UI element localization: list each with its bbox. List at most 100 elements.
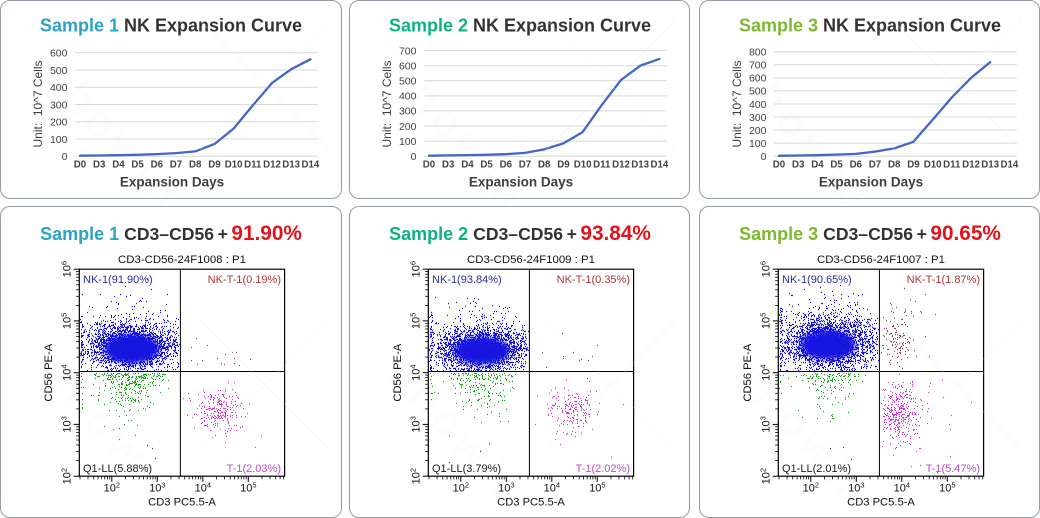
svg-text:102: 102 — [758, 468, 772, 484]
svg-text:200: 200 — [398, 121, 416, 133]
svg-text:NK-1(93.84%): NK-1(93.84%) — [432, 274, 502, 286]
svg-text:600: 600 — [398, 61, 416, 73]
svg-text:D4: D4 — [811, 160, 824, 171]
svg-text:D11: D11 — [244, 160, 262, 171]
svg-text:105: 105 — [758, 313, 772, 329]
svg-text:D6: D6 — [849, 160, 862, 171]
svg-text:100: 100 — [748, 138, 766, 150]
svg-text:Sample 2 NK Expansion Curve: Sample 2 NK Expansion Curve — [388, 15, 650, 35]
svg-text:D13: D13 — [981, 160, 999, 171]
svg-text:CD56 PE-A: CD56 PE-A — [392, 343, 404, 401]
svg-text:D12: D12 — [962, 160, 980, 171]
svg-text:D5: D5 — [131, 160, 144, 171]
svg-text:100: 100 — [398, 136, 416, 148]
svg-text:D8: D8 — [189, 160, 202, 171]
svg-text:D11: D11 — [943, 160, 961, 171]
svg-text:600: 600 — [50, 48, 68, 60]
svg-text:200: 200 — [748, 125, 766, 137]
svg-text:D13: D13 — [631, 160, 649, 171]
svg-text:0: 0 — [410, 151, 416, 163]
svg-text:NK-T-1(0.19%): NK-T-1(0.19%) — [208, 274, 281, 286]
svg-text:T-1(2.03%): T-1(2.03%) — [227, 463, 281, 475]
svg-text:D9: D9 — [208, 160, 221, 171]
svg-text:200: 200 — [50, 117, 68, 129]
svg-text:CD56 PE-A: CD56 PE-A — [43, 343, 55, 401]
svg-text:700: 700 — [748, 60, 766, 72]
svg-text:D11: D11 — [593, 160, 611, 171]
svg-text:NK-T-1(1.87%): NK-T-1(1.87%) — [906, 274, 979, 286]
svg-text:500: 500 — [398, 76, 416, 88]
svg-text:Sample 1 NK Expansion Curve: Sample 1 NK Expansion Curve — [40, 15, 302, 35]
svg-text:106: 106 — [408, 261, 422, 277]
svg-text:Q1-LL(3.79%): Q1-LL(3.79%) — [432, 463, 501, 475]
svg-text:CD3 PC5.5-A: CD3 PC5.5-A — [497, 497, 565, 509]
svg-text:CD3-CD56-24F1007 : P1: CD3-CD56-24F1007 : P1 — [817, 254, 945, 266]
svg-text:300: 300 — [398, 106, 416, 118]
svg-text:Unit: 10^7 Cells: Unit: 10^7 Cells — [380, 61, 394, 148]
svg-text:D3: D3 — [792, 160, 805, 171]
svg-text:D4: D4 — [112, 160, 125, 171]
svg-text:104: 104 — [758, 364, 772, 380]
svg-text:105: 105 — [408, 313, 422, 329]
svg-text:Unit: 10^7 Cells: Unit: 10^7 Cells — [730, 61, 744, 148]
svg-text:104: 104 — [543, 480, 559, 494]
svg-text:CD3-CD56-24F1008 : P1: CD3-CD56-24F1008 : P1 — [118, 254, 246, 266]
svg-text:D10: D10 — [923, 160, 941, 171]
svg-text:104: 104 — [408, 364, 422, 380]
svg-text:105: 105 — [59, 313, 73, 329]
svg-text:D5: D5 — [480, 160, 493, 171]
svg-text:103: 103 — [149, 480, 165, 494]
svg-text:T-1(2.02%): T-1(2.02%) — [575, 463, 629, 475]
svg-text:T-1(5.47%): T-1(5.47%) — [925, 463, 979, 475]
svg-text:D0: D0 — [772, 160, 784, 171]
svg-text:D4: D4 — [461, 160, 474, 171]
svg-text:Expansion Days: Expansion Days — [120, 175, 224, 190]
svg-text:500: 500 — [50, 65, 68, 77]
svg-text:D7: D7 — [170, 160, 182, 171]
svg-text:D0: D0 — [422, 160, 434, 171]
svg-text:103: 103 — [59, 416, 73, 432]
svg-text:105: 105 — [589, 480, 605, 494]
svg-text:Sample 1 CD3–CD56 + 91.90%: Sample 1 CD3–CD56 + 91.90% — [40, 222, 302, 245]
svg-text:CD3 PC5.5-A: CD3 PC5.5-A — [847, 497, 915, 509]
svg-text:300: 300 — [748, 112, 766, 124]
svg-text:400: 400 — [50, 82, 68, 94]
svg-text:D12: D12 — [263, 160, 281, 171]
svg-text:D9: D9 — [557, 160, 570, 171]
svg-text:800: 800 — [748, 47, 766, 59]
svg-text:D10: D10 — [573, 160, 591, 171]
svg-text:D3: D3 — [442, 160, 455, 171]
svg-text:700: 700 — [398, 45, 416, 57]
svg-text:CD3-CD56-24F1009 : P1: CD3-CD56-24F1009 : P1 — [467, 254, 595, 266]
svg-text:102: 102 — [802, 480, 818, 494]
svg-text:500: 500 — [748, 86, 766, 98]
svg-text:106: 106 — [59, 261, 73, 277]
svg-text:NK-1(90.65%): NK-1(90.65%) — [782, 274, 852, 286]
svg-text:D6: D6 — [151, 160, 164, 171]
svg-text:D8: D8 — [888, 160, 901, 171]
svg-text:D3: D3 — [93, 160, 106, 171]
svg-text:100: 100 — [50, 134, 68, 146]
svg-text:103: 103 — [848, 480, 864, 494]
svg-text:CD56 PE-A: CD56 PE-A — [742, 343, 754, 401]
svg-text:102: 102 — [59, 468, 73, 484]
svg-text:Sample 3 CD3–CD56 + 90.65%: Sample 3 CD3–CD56 + 90.65% — [739, 222, 1001, 245]
svg-text:D8: D8 — [538, 160, 551, 171]
svg-text:D14: D14 — [1000, 160, 1018, 171]
svg-text:D6: D6 — [499, 160, 512, 171]
svg-text:CD3 PC5.5-A: CD3 PC5.5-A — [148, 497, 216, 509]
svg-text:0: 0 — [62, 151, 68, 163]
svg-text:102: 102 — [408, 468, 422, 484]
svg-text:0: 0 — [760, 151, 766, 163]
svg-text:103: 103 — [408, 416, 422, 432]
svg-text:103: 103 — [498, 480, 514, 494]
svg-text:NK-1(91.90%): NK-1(91.90%) — [83, 274, 153, 286]
svg-text:D12: D12 — [612, 160, 630, 171]
svg-text:Q1-LL(2.01%): Q1-LL(2.01%) — [782, 463, 851, 475]
svg-text:104: 104 — [893, 480, 909, 494]
svg-text:D0: D0 — [74, 160, 86, 171]
svg-text:104: 104 — [59, 364, 73, 380]
svg-text:102: 102 — [104, 480, 120, 494]
svg-text:Q1-LL(5.88%): Q1-LL(5.88%) — [83, 463, 152, 475]
svg-text:600: 600 — [748, 73, 766, 85]
